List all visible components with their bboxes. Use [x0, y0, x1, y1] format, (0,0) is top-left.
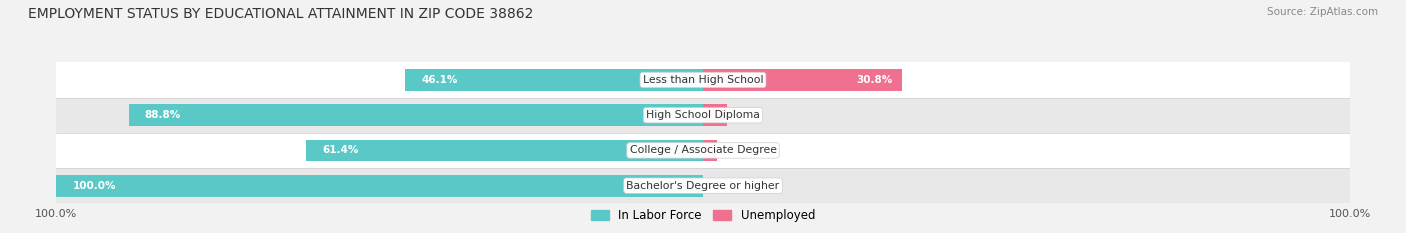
Text: High School Diploma: High School Diploma — [647, 110, 759, 120]
Text: 88.8%: 88.8% — [145, 110, 181, 120]
Text: 30.8%: 30.8% — [856, 75, 893, 85]
Text: 61.4%: 61.4% — [322, 145, 359, 155]
Bar — [703, 69, 903, 91]
Bar — [703, 140, 717, 161]
Bar — [405, 69, 703, 91]
Text: College / Associate Degree: College / Associate Degree — [630, 145, 776, 155]
Text: 3.7%: 3.7% — [737, 110, 763, 120]
Bar — [56, 168, 1350, 203]
Text: Less than High School: Less than High School — [643, 75, 763, 85]
Bar — [56, 98, 1350, 133]
Legend: In Labor Force, Unemployed: In Labor Force, Unemployed — [586, 205, 820, 227]
Text: 0.0%: 0.0% — [713, 181, 740, 191]
Bar — [703, 104, 727, 126]
Bar — [56, 175, 703, 197]
Bar — [129, 104, 703, 126]
Text: Source: ZipAtlas.com: Source: ZipAtlas.com — [1267, 7, 1378, 17]
Bar — [307, 140, 703, 161]
Text: 2.2%: 2.2% — [727, 145, 754, 155]
Text: EMPLOYMENT STATUS BY EDUCATIONAL ATTAINMENT IN ZIP CODE 38862: EMPLOYMENT STATUS BY EDUCATIONAL ATTAINM… — [28, 7, 533, 21]
Text: 100.0%: 100.0% — [73, 181, 115, 191]
Text: 46.1%: 46.1% — [420, 75, 457, 85]
Text: Bachelor's Degree or higher: Bachelor's Degree or higher — [627, 181, 779, 191]
Bar — [56, 133, 1350, 168]
Bar — [56, 62, 1350, 98]
